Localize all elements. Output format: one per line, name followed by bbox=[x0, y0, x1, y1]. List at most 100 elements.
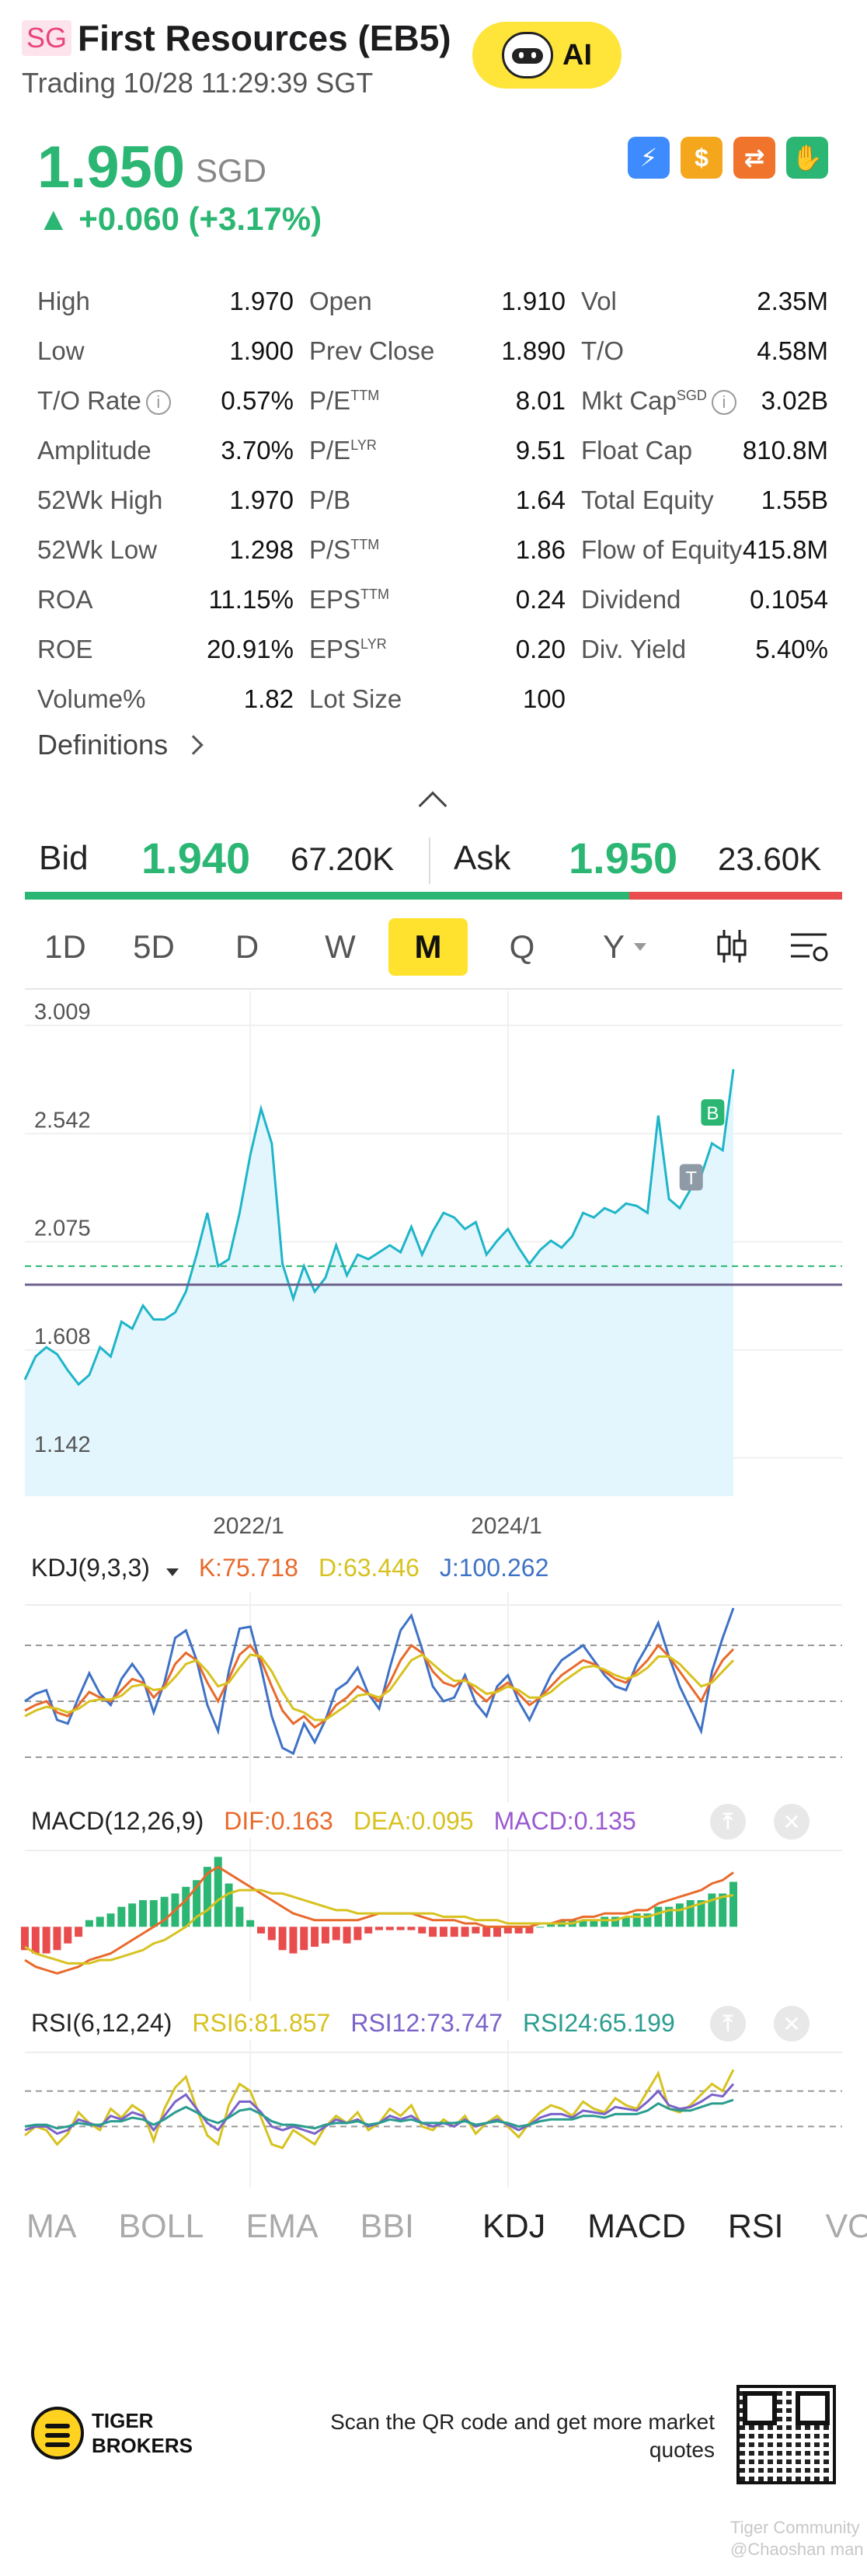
tab-period-d[interactable]: D bbox=[202, 918, 292, 976]
macd-bar bbox=[96, 1916, 104, 1927]
tab-label: Q bbox=[509, 928, 535, 965]
info-icon[interactable]: i bbox=[145, 390, 171, 416]
stat-label: Vol bbox=[581, 287, 617, 316]
kdj-line bbox=[24, 1607, 735, 1756]
market-badge: SG bbox=[22, 20, 72, 56]
stat-value: 1.910 bbox=[501, 287, 566, 315]
stat-label: Open bbox=[309, 287, 372, 316]
indicator-tab-kdj[interactable]: KDJ bbox=[482, 2207, 546, 2245]
kdj-line bbox=[24, 1643, 735, 1729]
stat-value: 3.70% bbox=[221, 436, 294, 465]
macd-bar bbox=[343, 1927, 351, 1944]
indicator-tab-vol[interactable]: VOL bbox=[825, 2207, 867, 2245]
header: SG First Resources (EB5) Trading 10/28 1… bbox=[22, 16, 845, 109]
indicator-tab-rsi[interactable]: RSI bbox=[727, 2207, 784, 2245]
chart-settings-icon[interactable] bbox=[786, 923, 833, 969]
stat-label-text: ROA bbox=[37, 585, 93, 614]
macd-bar bbox=[300, 1927, 308, 1951]
indicator-tab-ma[interactable]: MA bbox=[26, 2207, 77, 2245]
stat-cell: Total Equity 1.55B bbox=[581, 486, 828, 515]
stat-value: 0.1054 bbox=[750, 585, 828, 614]
indicator-tab-bbi[interactable]: BBI bbox=[360, 2207, 414, 2245]
macd-bar bbox=[493, 1927, 501, 1937]
stat-value: 0.57% bbox=[221, 386, 294, 415]
kdj-chart bbox=[24, 1593, 842, 1802]
macd-bar bbox=[525, 1927, 534, 1934]
macd-bar bbox=[439, 1927, 447, 1937]
indicator-tab-boll[interactable]: BOLL bbox=[118, 2207, 204, 2245]
tab-period-q[interactable]: Q bbox=[471, 918, 573, 976]
macd-chart bbox=[21, 1838, 842, 2001]
bid-ask-bar: Bid 1.940 67.20K Ask 1.950 23.60K bbox=[25, 825, 842, 895]
tab-period-5d[interactable]: 5D bbox=[109, 918, 199, 976]
close-icon[interactable]: ✕ bbox=[774, 1804, 810, 1840]
stat-label-text: P/B bbox=[309, 486, 351, 514]
stat-label: Volume% bbox=[37, 684, 145, 714]
tab-label: D bbox=[235, 928, 259, 965]
kdj-title[interactable]: KDJ(9,3,3) bbox=[31, 1554, 179, 1582]
trading-status: Trading 10/28 11:29:39 SGT bbox=[22, 67, 374, 99]
stat-value: 415.8M bbox=[742, 535, 828, 564]
close-icon[interactable]: ✕ bbox=[774, 2006, 810, 2042]
candlestick-icon[interactable] bbox=[709, 923, 755, 969]
stat-label-sup: LYR bbox=[360, 636, 387, 652]
stat-label-text: Low bbox=[37, 336, 85, 365]
macd-bar bbox=[311, 1927, 319, 1947]
tab-period-w[interactable]: W bbox=[295, 918, 385, 976]
stats-grid: High 1.970 Open 1.910 Vol 2.35M Low 1.900 Prev C… bbox=[37, 277, 830, 724]
price-chart[interactable]: T B 3.009 2.542 2.075 1.608 1.142 2022/1 2024/1 bbox=[0, 991, 867, 1551]
pin-top-icon[interactable]: ⤒ bbox=[710, 2006, 746, 2042]
x-tick-label: 2022/1 bbox=[213, 1513, 284, 1539]
macd-bar bbox=[128, 1903, 137, 1927]
hand-coin-icon[interactable]: ✋ bbox=[786, 137, 828, 179]
stats-row: T/O Rate i 0.57% P/ETTM 8.01 Mkt CapSGD i 3.02B bbox=[37, 376, 830, 426]
macd-bar bbox=[611, 1916, 619, 1927]
indicator-tab-ema[interactable]: EMA bbox=[245, 2207, 319, 2245]
exchange-icon[interactable]: ⇄ bbox=[733, 137, 775, 179]
macd-bar bbox=[257, 1927, 265, 1934]
info-icon[interactable]: i bbox=[711, 390, 736, 416]
stat-label-text: EPS bbox=[309, 635, 361, 663]
stat-cell: T/O Rate i 0.57% bbox=[37, 386, 294, 416]
tab-period-1d[interactable]: 1D bbox=[25, 918, 106, 976]
macd-bar bbox=[182, 1886, 190, 1927]
macd-bar bbox=[601, 1916, 609, 1927]
stat-label: Div. Yield bbox=[581, 635, 686, 664]
stats-row: Low 1.900 Prev Close 1.890 T/O 4.58M bbox=[37, 326, 830, 376]
definitions-link[interactable]: Definitions bbox=[37, 729, 204, 761]
stats-row: 52Wk Low 1.298 P/STTM 1.86 Flow of Equity 415… bbox=[37, 525, 830, 575]
lightning-icon[interactable]: ⚡ bbox=[628, 137, 670, 179]
stat-label: Amplitude bbox=[37, 436, 151, 465]
stat-label-sup: TTM bbox=[350, 388, 380, 403]
stat-label: Prev Close bbox=[309, 336, 434, 366]
ai-assistant-button[interactable]: AI bbox=[472, 22, 622, 89]
macd-bar bbox=[353, 1927, 362, 1941]
stat-value: 20.91% bbox=[207, 635, 294, 663]
stat-value: 0.24 bbox=[515, 585, 566, 614]
macd-bar bbox=[632, 1913, 641, 1927]
stat-value: 4.58M bbox=[757, 336, 828, 365]
tab-label: Y bbox=[602, 928, 625, 965]
tab-label: M bbox=[414, 928, 442, 965]
chevron-up-icon[interactable] bbox=[418, 791, 447, 820]
pin-top-icon[interactable]: ⤒ bbox=[710, 1804, 746, 1840]
tab-period-m[interactable]: M bbox=[388, 918, 468, 976]
tab-period-y[interactable]: Y bbox=[576, 918, 673, 976]
qr-code bbox=[736, 2385, 836, 2484]
dollar-icon[interactable]: $ bbox=[681, 137, 722, 179]
indicator-tab-macd[interactable]: MACD bbox=[587, 2207, 686, 2245]
rsi12: RSI12:73.747 bbox=[350, 2009, 503, 2037]
stat-label: Dividend bbox=[581, 585, 681, 614]
stat-value: 100 bbox=[522, 684, 566, 713]
stat-label: EPSLYR bbox=[309, 635, 387, 664]
stat-label: P/ETTM bbox=[309, 386, 379, 416]
kdj-d: D:63.446 bbox=[318, 1554, 420, 1582]
stat-label-text: Total Equity bbox=[581, 486, 714, 514]
macd-bar bbox=[321, 1927, 329, 1944]
y-tick-label: 3.009 bbox=[34, 1000, 91, 1025]
macd-bar bbox=[203, 1867, 211, 1927]
x-tick-label: 2024/1 bbox=[471, 1513, 542, 1539]
stat-cell: 52Wk Low 1.298 bbox=[37, 535, 294, 565]
macd-bar bbox=[214, 1857, 222, 1927]
stat-label: P/B bbox=[309, 486, 350, 515]
